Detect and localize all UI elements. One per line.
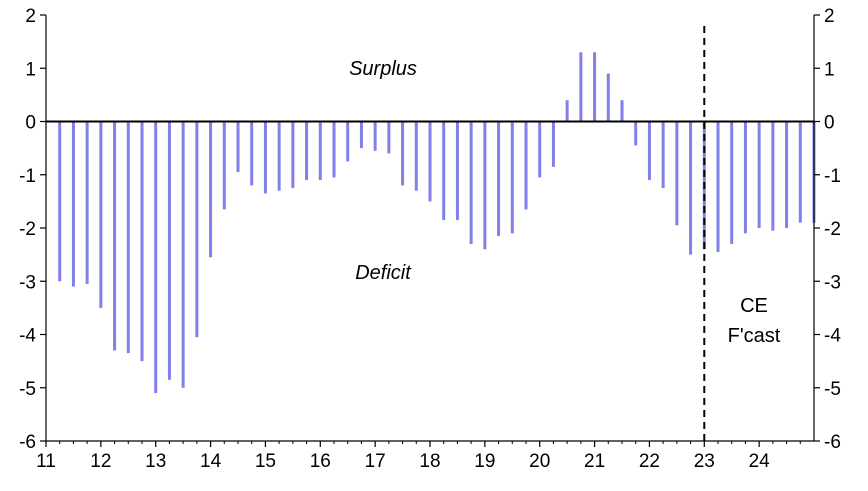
bar xyxy=(387,121,391,154)
bar xyxy=(263,121,267,194)
bar xyxy=(428,121,432,202)
x-tick-label: 14 xyxy=(200,451,222,472)
bar xyxy=(373,121,377,151)
right-y-tick-label: -2 xyxy=(824,219,841,240)
bar xyxy=(716,121,720,252)
bar xyxy=(71,121,75,287)
bar xyxy=(291,121,295,189)
bar xyxy=(332,121,336,178)
bar xyxy=(497,121,501,236)
right-y-tick-label: -1 xyxy=(824,166,841,187)
bar xyxy=(593,52,597,122)
bar xyxy=(236,121,240,173)
bar xyxy=(277,121,281,191)
left-y-ticks: 2 1 0 -1 -2 -3 -4 -5 -6 xyxy=(19,6,46,453)
left-y-tick-label: -6 xyxy=(19,432,36,453)
bar xyxy=(442,121,446,221)
right-y-tick-label: 0 xyxy=(824,113,835,134)
left-y-tick-label: -5 xyxy=(19,379,36,400)
bar xyxy=(209,121,213,258)
bar xyxy=(524,121,528,210)
bar xyxy=(195,121,199,338)
bar xyxy=(675,121,679,226)
bar xyxy=(85,121,89,284)
x-tick-label: 21 xyxy=(584,451,605,472)
bar xyxy=(58,121,62,282)
bar xyxy=(689,121,693,255)
bar xyxy=(181,121,185,388)
right-y-tick-label: 1 xyxy=(824,59,835,80)
x-tick-label: 22 xyxy=(639,451,660,472)
bar xyxy=(579,52,583,122)
bar xyxy=(730,121,734,244)
surplus-annotation: Surplus xyxy=(349,58,417,80)
bar xyxy=(250,121,254,186)
bar xyxy=(510,121,514,234)
left-y-tick-label: -4 xyxy=(19,326,36,347)
x-tick-label: 17 xyxy=(365,451,386,472)
bar xyxy=(771,121,775,231)
right-y-tick-label: -4 xyxy=(824,326,841,347)
forecast-annotation-line1: CE xyxy=(740,295,768,317)
bar xyxy=(620,100,624,122)
x-tick-label: 24 xyxy=(749,451,771,472)
bar xyxy=(757,121,761,228)
deficit-annotation: Deficit xyxy=(355,262,412,284)
x-tick-label: 20 xyxy=(529,451,550,472)
bar xyxy=(318,121,322,181)
left-y-tick-label: 0 xyxy=(25,113,36,134)
x-ticks: 11 12 13 14 15 16 17 18 19 20 21 22 23 24 xyxy=(36,441,801,472)
bar xyxy=(661,121,665,189)
bar xyxy=(634,121,638,146)
right-y-tick-label: -6 xyxy=(824,432,841,453)
x-tick-label: 16 xyxy=(310,451,331,472)
bar xyxy=(565,100,569,122)
bar xyxy=(167,121,171,380)
bar xyxy=(346,121,350,162)
bar xyxy=(305,121,309,181)
bar xyxy=(414,121,418,191)
bar xyxy=(222,121,226,210)
right-y-tick-label: 2 xyxy=(824,6,835,27)
x-tick-label: 15 xyxy=(255,451,276,472)
left-y-tick-label: -3 xyxy=(19,272,36,293)
x-tick-label: 12 xyxy=(90,451,111,472)
x-tick-label: 23 xyxy=(694,451,715,472)
bar xyxy=(99,121,103,308)
bars-group xyxy=(58,52,816,394)
bar xyxy=(140,121,144,362)
bar xyxy=(798,121,802,223)
bar xyxy=(551,121,555,167)
bar xyxy=(359,121,363,149)
bar xyxy=(743,121,747,234)
bar xyxy=(483,121,487,250)
bar xyxy=(647,121,651,181)
right-y-tick-label: -5 xyxy=(824,379,841,400)
left-y-tick-label: 2 xyxy=(25,6,36,27)
bar xyxy=(126,121,130,354)
right-y-ticks: 2 1 0 -1 -2 -3 -4 -5 -6 xyxy=(814,6,841,453)
bar xyxy=(785,121,789,228)
bar xyxy=(538,121,542,178)
bar xyxy=(469,121,473,244)
bar xyxy=(154,121,158,394)
forecast-annotation-line2: F'cast xyxy=(728,325,781,347)
x-tick-label: 13 xyxy=(145,451,166,472)
bar xyxy=(455,121,459,221)
bar xyxy=(606,73,610,122)
left-y-tick-label: -2 xyxy=(19,219,36,240)
bar xyxy=(113,121,117,351)
right-y-tick-label: -3 xyxy=(824,272,841,293)
bar xyxy=(401,121,405,186)
x-tick-label: 11 xyxy=(36,451,56,472)
x-tick-label: 18 xyxy=(419,451,440,472)
x-tick-label: 19 xyxy=(474,451,495,472)
left-y-tick-label: 1 xyxy=(25,59,36,80)
left-y-tick-label: -1 xyxy=(19,166,36,187)
